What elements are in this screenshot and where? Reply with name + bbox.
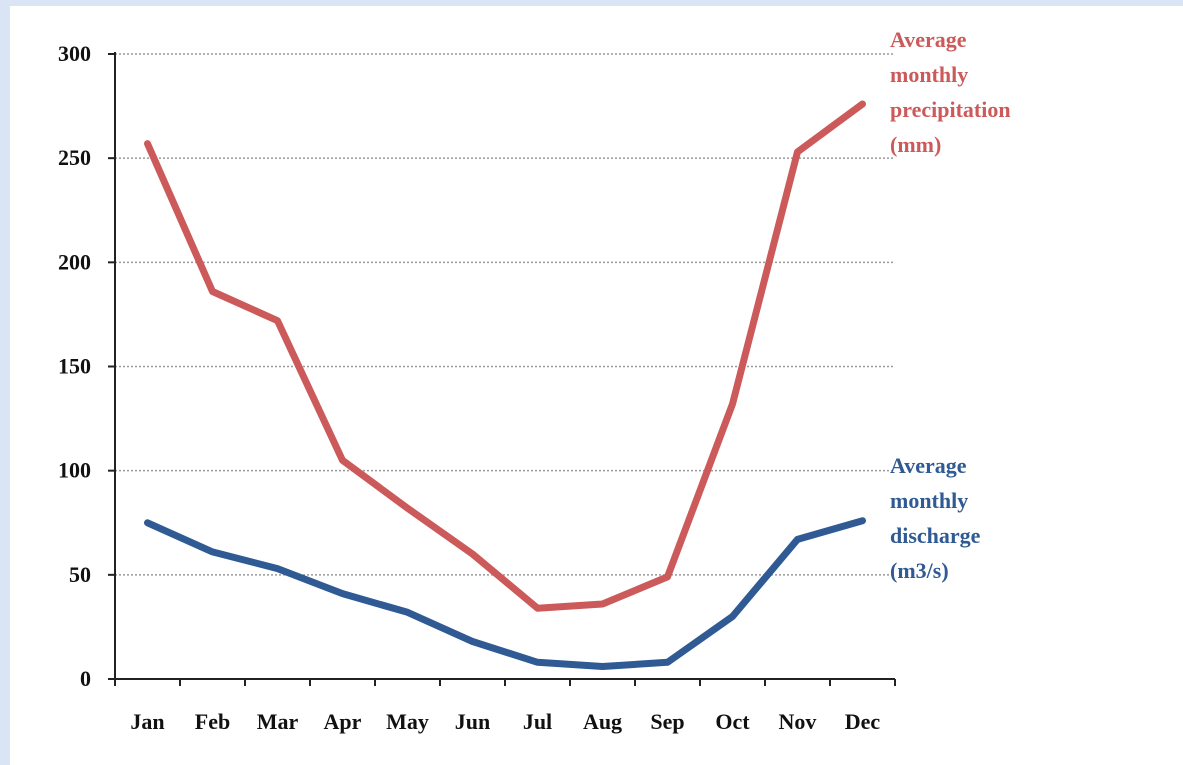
x-tick-labels: Jan Feb Mar Apr May Jun Jul Aug Sep Oct Nov Dec	[130, 709, 880, 734]
y-tick-label-200: 200	[58, 249, 91, 274]
x-tick-label-jan: Jan	[130, 709, 164, 734]
series-line-precipitation	[144, 100, 866, 612]
x-tick-label-nov: Nov	[779, 709, 817, 734]
series-lines	[144, 100, 866, 670]
chart-frame	[10, 6, 1183, 765]
x-tick-label-oct: Oct	[715, 709, 750, 734]
x-tick-label-feb: Feb	[195, 709, 230, 734]
x-tick-label-aug: Aug	[583, 709, 622, 734]
x-tick-label-mar: Mar	[257, 709, 299, 734]
series-label-discharge: Average monthly discharge (m3/s)	[890, 453, 981, 583]
y-tick-label-150: 150	[58, 354, 91, 379]
series-labels: Average monthly precipitation (mm) Average mo…	[890, 27, 1011, 583]
x-tick-label-jun: Jun	[455, 709, 490, 734]
x-tick-label-may: May	[386, 709, 429, 734]
y-tick-label-50: 50	[69, 562, 91, 587]
y-tick-label-0: 0	[80, 666, 91, 691]
series-label-precipitation: Average monthly precipitation (mm)	[890, 27, 1011, 157]
series-line-discharge	[144, 517, 866, 670]
axes	[108, 52, 896, 686]
y-tick-labels: 0 50 100 150 200 250 300	[58, 41, 91, 691]
x-tick-label-sep: Sep	[650, 709, 684, 734]
y-tick-label-300: 300	[58, 41, 91, 66]
x-tick-label-jul: Jul	[523, 709, 552, 734]
y-tick-label-250: 250	[58, 145, 91, 170]
x-tick-label-apr: Apr	[324, 709, 362, 734]
x-tick-label-dec: Dec	[845, 709, 881, 734]
gridlines	[115, 53, 895, 576]
y-tick-label-100: 100	[58, 458, 91, 483]
